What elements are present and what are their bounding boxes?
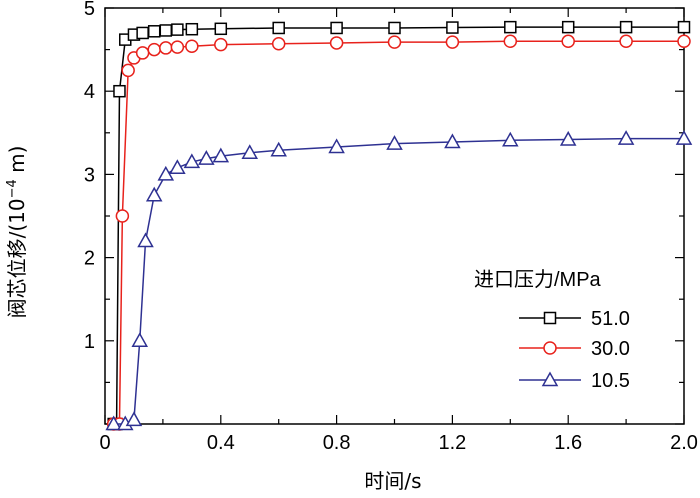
data-point (171, 23, 184, 36)
series-line (113, 137, 684, 425)
data-point (145, 186, 163, 202)
legend-marker (543, 341, 557, 355)
y-tick-label: 4 (84, 81, 95, 103)
data-point (115, 209, 130, 223)
y-tick-label: 5 (84, 0, 95, 20)
legend-marker (543, 311, 557, 325)
x-tick-label: 0 (99, 432, 110, 454)
x-tick-label: 2.0 (670, 432, 698, 454)
y-axis-title: 阀芯位移/(10−4 m) (5, 146, 29, 319)
data-point (121, 63, 135, 78)
data-point (329, 36, 344, 50)
series-51.0 (107, 20, 691, 431)
data-point (386, 135, 403, 150)
series-10.5 (105, 130, 693, 431)
data-point (214, 37, 228, 52)
data-point (212, 147, 230, 163)
data-point (198, 150, 215, 165)
data-point (170, 40, 185, 54)
data-point (328, 138, 345, 154)
data-point (559, 130, 577, 146)
data-point (113, 84, 126, 98)
legend-item-10.5: 10.5 (519, 370, 630, 392)
data-point (388, 21, 401, 35)
data-point (445, 35, 460, 49)
data-point (214, 22, 228, 36)
data-point (270, 141, 287, 157)
data-point (619, 34, 633, 49)
data-point (131, 332, 149, 348)
data-point (677, 20, 691, 34)
data-point (387, 35, 402, 49)
series-layer (105, 20, 693, 431)
data-point (444, 133, 461, 149)
data-point (446, 21, 459, 34)
data-point (677, 34, 691, 49)
data-point (136, 26, 149, 40)
series-30.0 (106, 34, 691, 431)
data-point (504, 20, 517, 34)
data-point (135, 46, 150, 60)
data-point (183, 153, 201, 169)
data-point (272, 21, 285, 35)
data-point (105, 415, 122, 431)
y-tick-label: 2 (84, 248, 95, 270)
data-point (619, 20, 633, 34)
plot-frame (104, 7, 685, 425)
data-point (185, 22, 199, 36)
legend-title: 进口压力/MPa (474, 268, 602, 291)
data-point (241, 144, 259, 160)
data-point (137, 232, 154, 248)
x-tick-label: 1.6 (554, 432, 582, 454)
data-point (169, 159, 186, 174)
data-point (502, 131, 519, 147)
y-axis-title-tail: m) (5, 146, 29, 180)
x-tick-label: 0.4 (207, 432, 235, 454)
data-point (147, 25, 161, 38)
y-tick-label: 3 (84, 164, 95, 186)
y-axis-title-main: 阀芯位移/(10 (5, 198, 29, 318)
y-tick-label: 1 (84, 331, 95, 353)
series-line (113, 40, 684, 425)
data-point (561, 20, 575, 34)
data-point (271, 37, 286, 51)
legend-item-51.0: 51.0 (519, 308, 630, 330)
tick-labels: 0 0.4 0.8 1.2 1.6 2.0 1 2 3 4 5 (84, 0, 698, 454)
x-tick-label: 0.8 (323, 432, 351, 454)
plot-area (104, 7, 685, 425)
legend-label: 30.0 (591, 338, 630, 360)
series-line (113, 26, 684, 425)
legend-marker (541, 371, 559, 387)
y-axis-title-exponent: −4 (5, 179, 20, 198)
data-point (330, 21, 343, 35)
legend-label: 10.5 (591, 370, 630, 392)
x-tick-label: 1.2 (438, 432, 466, 454)
data-point (503, 34, 518, 49)
legend: 进口压力/MPa 51.0 30.0 10.5 (474, 268, 630, 392)
data-point (561, 34, 575, 49)
data-point (185, 39, 199, 54)
data-point (159, 24, 173, 37)
data-point (617, 130, 635, 145)
x-axis-title: 时间/s (364, 469, 421, 493)
data-point (125, 411, 143, 427)
legend-label: 51.0 (591, 308, 630, 330)
data-point (675, 130, 693, 145)
legend-item-30.0: 30.0 (519, 338, 630, 360)
data-point (147, 42, 161, 57)
axis-ticks (104, 7, 685, 425)
data-point (159, 41, 173, 55)
